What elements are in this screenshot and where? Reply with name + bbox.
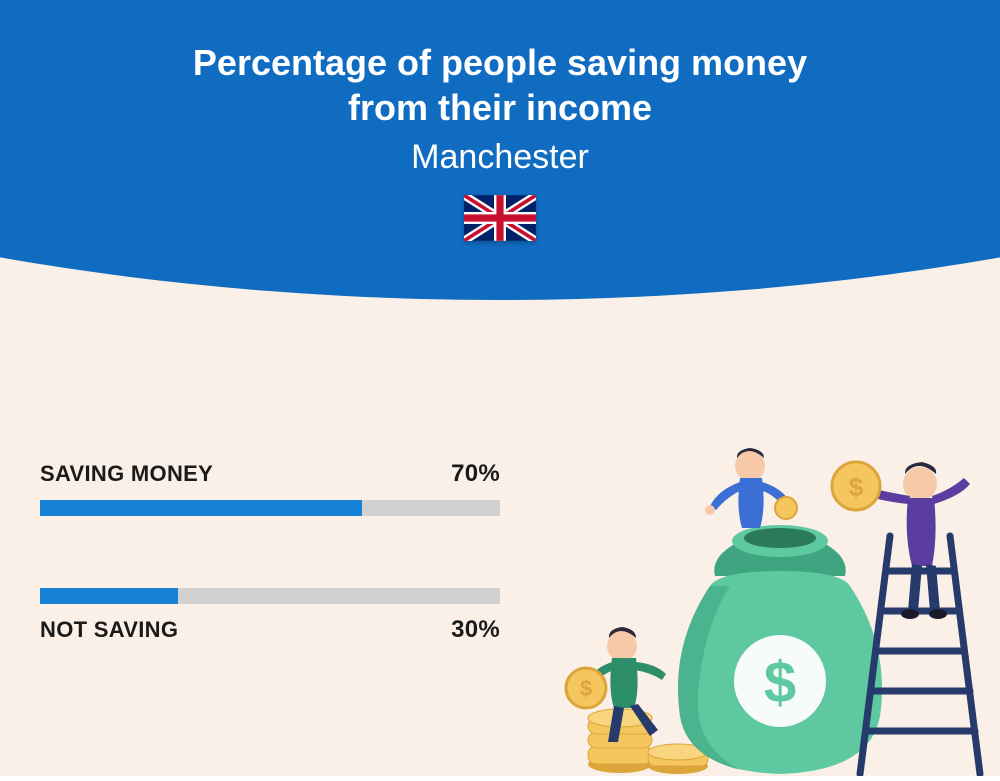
person-sitting-icon: $ bbox=[566, 627, 666, 742]
savings-illustration: $ $ bbox=[560, 446, 990, 776]
bar-fill bbox=[40, 588, 178, 604]
bar-label: NOT SAVING bbox=[40, 617, 178, 643]
bar-header: NOT SAVING 30% bbox=[40, 616, 500, 644]
money-bag-icon: $ bbox=[678, 525, 882, 774]
bar-value: 70% bbox=[451, 460, 500, 488]
bar-not-saving: NOT SAVING 30% bbox=[40, 588, 500, 644]
bar-track bbox=[40, 588, 500, 604]
uk-flag-icon bbox=[464, 195, 536, 241]
bar-saving-money: SAVING MONEY 70% bbox=[40, 460, 500, 516]
svg-text:$: $ bbox=[764, 650, 796, 715]
person-top-icon bbox=[705, 448, 797, 528]
subtitle: Manchester bbox=[0, 138, 1000, 177]
bar-track bbox=[40, 500, 500, 516]
bar-value: 30% bbox=[451, 616, 500, 644]
bar-fill bbox=[40, 500, 362, 516]
bar-label: SAVING MONEY bbox=[40, 461, 213, 487]
svg-text:$: $ bbox=[849, 472, 864, 502]
header: Percentage of people saving money from t… bbox=[0, 40, 1000, 241]
title-line-1: Percentage of people saving money bbox=[0, 40, 1000, 85]
bars-section: SAVING MONEY 70% NOT SAVING 30% bbox=[40, 460, 500, 716]
svg-text:$: $ bbox=[580, 676, 592, 701]
title-line-2: from their income bbox=[0, 85, 1000, 130]
bar-header: SAVING MONEY 70% bbox=[40, 460, 500, 488]
